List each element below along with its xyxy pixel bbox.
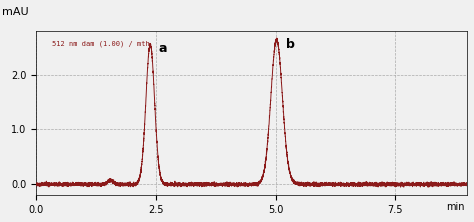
Text: min: min <box>446 202 465 212</box>
Text: mAU: mAU <box>2 8 28 18</box>
Text: b: b <box>286 38 295 52</box>
Text: 512 nm dam (1.00) / mth: 512 nm dam (1.00) / mth <box>52 40 149 47</box>
Text: a: a <box>158 42 167 55</box>
